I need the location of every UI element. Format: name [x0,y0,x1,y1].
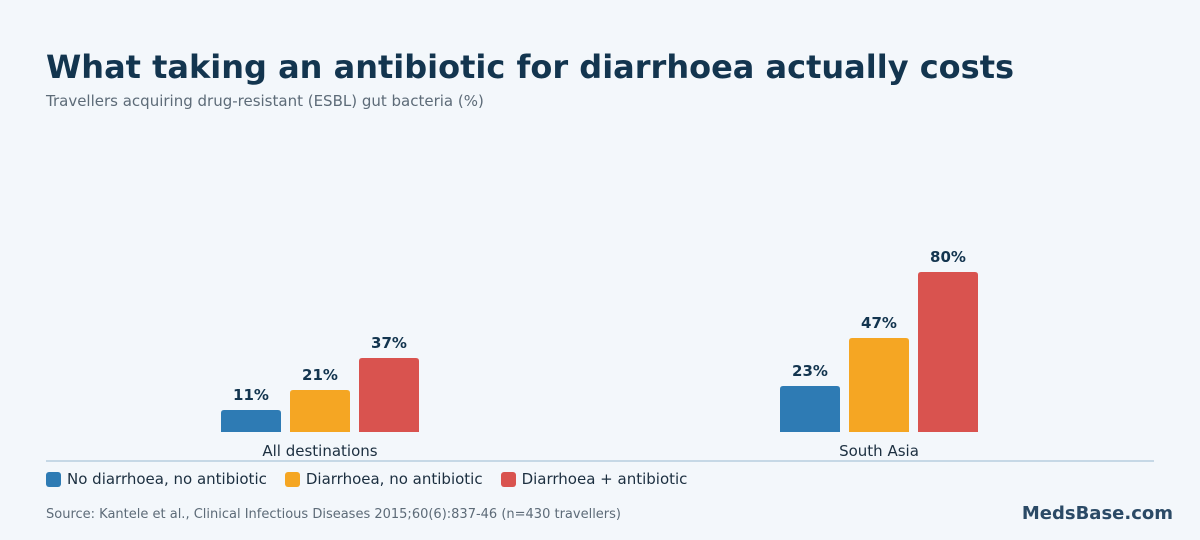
category-label-0: All destinations [262,442,377,460]
bar-0-2 [359,358,419,432]
bar-1-0 [780,386,840,432]
bar-1-1 [849,338,909,432]
brand-logo-text: MedsBase.com [1021,503,1173,524]
data-label-0-0: 11% [233,386,269,404]
legend-item-1: Diarrhoea, no antibiotic [284,470,483,488]
bar-0-1 [290,390,350,432]
data-label-1-0: 23% [792,362,828,380]
legend-label-1: Diarrhoea, no antibiotic [305,470,483,488]
data-label-0-1: 21% [302,366,338,384]
chart-subtitle: Travellers acquiring drug-resistant (ESB… [46,92,484,110]
chart-legend: No diarrhoea, no antibiotic Diarrhoea, n… [46,470,687,488]
legend-item-0: No diarrhoea, no antibiotic [46,470,267,488]
chart-title: What taking an antibiotic for diarrhoea … [46,48,1015,86]
legend-label-2: Diarrhoea + antibiotic [521,470,688,488]
bar-1-2 [918,272,978,432]
legend-swatch-0 [46,471,61,487]
legend-swatch-1 [284,471,300,487]
bar-0-0 [221,410,281,432]
source-note: Source: Kantele et al., Clinical Infecti… [46,507,621,522]
legend-label-0: No diarrhoea, no antibiotic [67,470,267,488]
data-label-1-2: 80% [930,248,966,266]
bar-chart: 11% 21% 37% All destinations 23% 47% 80% South … [46,248,1154,462]
data-label-1-1: 47% [861,314,897,332]
legend-item-2: Diarrhoea + antibiotic [500,470,688,488]
category-label-1: South Asia [839,442,919,460]
legend-swatch-2 [500,471,516,487]
data-label-0-2: 37% [371,334,407,352]
